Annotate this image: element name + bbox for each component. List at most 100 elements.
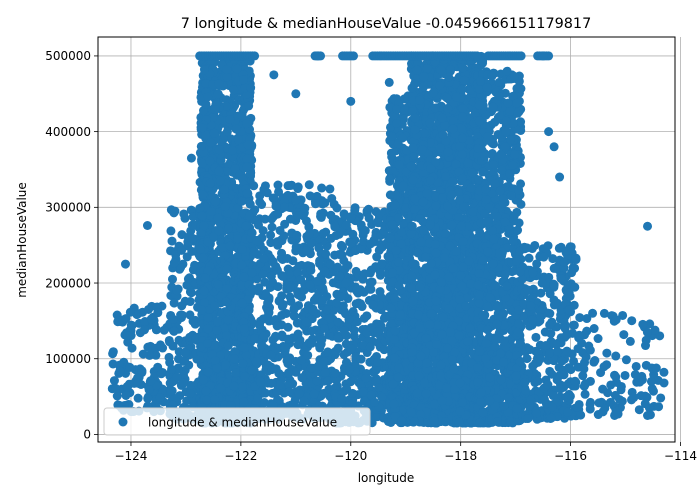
data-point — [387, 131, 397, 141]
data-point — [246, 83, 256, 93]
data-point — [191, 334, 201, 344]
data-point — [241, 221, 251, 231]
data-point — [242, 189, 252, 199]
data-point — [244, 211, 254, 221]
data-point — [168, 314, 178, 324]
data-point — [123, 331, 133, 341]
data-point — [312, 376, 322, 386]
data-point — [199, 65, 209, 75]
data-point — [359, 313, 369, 323]
data-point — [333, 317, 343, 327]
data-point — [387, 220, 397, 230]
data-point — [332, 203, 342, 213]
data-point — [123, 337, 133, 347]
data-point — [237, 196, 247, 206]
data-point — [293, 340, 303, 350]
data-point — [396, 227, 406, 237]
data-point — [351, 266, 361, 276]
data-point — [318, 295, 328, 305]
data-point — [244, 101, 254, 111]
data-point — [266, 230, 276, 240]
data-point — [214, 79, 224, 89]
data-point — [389, 399, 399, 409]
data-point — [370, 397, 380, 407]
data-point — [185, 297, 195, 307]
data-point — [304, 229, 314, 239]
data-point — [321, 249, 331, 259]
data-point — [339, 326, 349, 336]
data-point — [395, 310, 405, 320]
data-point — [300, 203, 310, 213]
data-point — [219, 185, 229, 195]
data-point — [212, 325, 222, 335]
data-point — [144, 385, 154, 395]
data-point — [197, 305, 207, 315]
data-point — [311, 199, 321, 209]
data-point — [259, 254, 269, 264]
data-point — [197, 211, 207, 221]
data-point — [203, 92, 213, 102]
data-point — [115, 366, 125, 376]
data-point — [144, 304, 154, 314]
data-point — [186, 288, 196, 298]
data-point — [296, 275, 306, 285]
data-point — [284, 387, 294, 397]
data-point — [252, 236, 262, 246]
data-point — [385, 174, 395, 184]
data-point — [256, 377, 266, 387]
data-point — [223, 341, 233, 351]
data-point — [167, 236, 177, 246]
data-point — [180, 355, 190, 365]
data-point — [304, 180, 314, 190]
data-point — [273, 180, 283, 190]
data-point — [242, 162, 252, 172]
data-point — [267, 222, 277, 232]
data-point — [317, 183, 327, 193]
data-point — [365, 239, 375, 249]
data-point — [361, 373, 371, 383]
data-point — [206, 207, 216, 217]
data-point — [266, 350, 276, 360]
data-point — [166, 386, 176, 396]
data-point — [198, 253, 208, 263]
data-point — [122, 382, 132, 392]
data-point — [185, 310, 195, 320]
data-point — [317, 335, 327, 345]
data-point — [250, 333, 260, 343]
data-point — [203, 324, 213, 334]
data-point — [320, 368, 330, 378]
data-point — [257, 200, 267, 210]
data-point — [386, 234, 396, 244]
data-point — [398, 181, 408, 191]
data-point — [210, 394, 220, 404]
data-point — [239, 343, 249, 353]
data-point — [309, 389, 319, 399]
data-point — [212, 363, 222, 373]
data-point — [231, 124, 241, 134]
data-point — [268, 277, 278, 287]
data-point — [333, 262, 342, 272]
data-point — [341, 278, 351, 288]
data-point — [221, 297, 231, 307]
data-point — [108, 347, 118, 357]
data-point — [169, 326, 179, 336]
data-point — [339, 350, 349, 360]
data-point — [153, 362, 163, 372]
data-point — [365, 342, 375, 352]
data-point — [322, 305, 332, 315]
data-point — [203, 367, 213, 377]
data-point — [285, 292, 295, 302]
data-point — [407, 283, 417, 293]
data-point — [397, 133, 407, 143]
data-point — [345, 364, 355, 374]
data-point — [237, 298, 247, 308]
data-point — [267, 365, 277, 375]
data-point — [297, 373, 307, 383]
data-point — [197, 123, 207, 133]
data-point — [209, 128, 219, 138]
data-point — [389, 293, 399, 303]
data-point — [199, 286, 209, 296]
data-point — [172, 286, 182, 296]
data-point — [214, 226, 224, 236]
data-point — [384, 252, 394, 262]
